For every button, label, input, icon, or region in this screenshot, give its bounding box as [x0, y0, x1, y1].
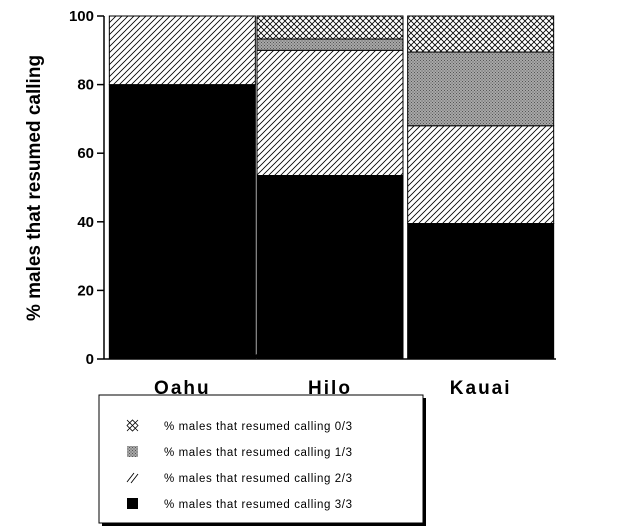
- legend-box: [98, 394, 424, 524]
- y-axis-label: % males that resumed calling: [24, 55, 45, 321]
- legend-label: % males that resumed calling 2/3: [164, 473, 353, 485]
- y-tick-label: 100: [69, 8, 94, 25]
- legend-label: % males that resumed calling 3/3: [164, 499, 353, 511]
- bar-segment-kauai-1: [407, 125, 555, 225]
- legend-swatch: [127, 446, 138, 457]
- legend: % males that resumed calling 0/3 % males …: [98, 394, 426, 526]
- annotation-line: [254, 354, 259, 359]
- bar-segment-kauai-0: [407, 223, 555, 360]
- y-tick-label: 0: [86, 351, 94, 368]
- legend-swatch: [126, 472, 139, 484]
- x-axis-labels: Oahu Hilo Kauai: [154, 378, 512, 399]
- bar-segment-hilo-0: [256, 174, 404, 360]
- y-tick-label: 20: [77, 282, 94, 299]
- legend-label: % males that resumed calling 0/3: [164, 421, 353, 433]
- bar-segment-hilo-1: [256, 49, 404, 176]
- y-tick-label: 80: [77, 77, 94, 94]
- y-tick-label: 40: [77, 214, 94, 231]
- bar-segment-hilo-3: [256, 15, 404, 40]
- annotation: [254, 354, 259, 359]
- bars: [108, 15, 555, 360]
- bar-segment-kauai-2: [407, 51, 555, 127]
- x-category-label: Oahu: [154, 378, 211, 399]
- legend-swatch: [127, 498, 138, 509]
- x-category-label: Kauai: [450, 378, 512, 399]
- y-tick-label: 60: [77, 145, 94, 162]
- legend-label: % males that resumed calling 1/3: [164, 447, 353, 459]
- bar-segment-hilo-2: [256, 38, 404, 51]
- bar-segment-oahu-0: [108, 84, 256, 360]
- x-category-label: Hilo: [308, 378, 352, 399]
- bar-segment-kauai-3: [407, 15, 555, 53]
- bar-segment-oahu-1: [108, 15, 256, 86]
- legend-swatch: [126, 419, 139, 432]
